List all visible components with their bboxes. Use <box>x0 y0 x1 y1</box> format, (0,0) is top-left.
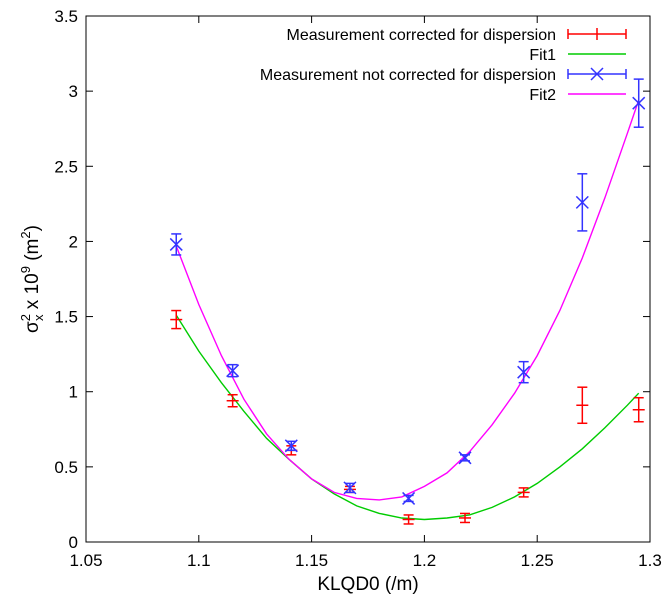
legend-label-fit1: Fit1 <box>529 47 556 64</box>
cross-marker-b <box>284 439 298 453</box>
y-tick-label: 3.5 <box>54 7 78 26</box>
data-point <box>343 481 357 495</box>
fit-line-1 <box>175 314 640 521</box>
x-tick-label: 1.05 <box>69 551 102 570</box>
data-point <box>402 491 416 505</box>
data-point <box>575 173 589 232</box>
axis-ticks <box>85 15 651 543</box>
legend-label-corrected: Measurement corrected for dispersion <box>287 27 556 44</box>
plot-area <box>85 15 651 543</box>
data-point <box>632 78 646 128</box>
legend-marker-not-corrected-b <box>590 67 604 81</box>
data-point <box>226 363 240 378</box>
legend-entry-fit2: Fit2 <box>529 87 626 104</box>
fit-line-3 <box>175 99 640 501</box>
data-point <box>576 386 589 425</box>
x-axis-title: KLQD0 (/m) <box>317 574 418 595</box>
cross-marker-b <box>632 96 646 110</box>
legend-label-not-corrected: Measurement not corrected for dispersion <box>260 67 556 84</box>
data-markers <box>169 78 646 525</box>
y-tick-label: 0.5 <box>54 458 78 477</box>
y-tick-labels: 0 0.5 1 1.5 2 2.5 3 3.5 <box>54 7 78 552</box>
cross-marker-b <box>402 491 416 505</box>
fit-lines <box>175 99 640 521</box>
y-tick-label: 3 <box>69 82 78 101</box>
data-point <box>517 487 530 498</box>
cross-marker-b <box>517 365 531 379</box>
data-point <box>632 396 645 423</box>
y-tick-label: 1.5 <box>54 308 78 327</box>
cross-marker-b <box>575 195 589 209</box>
x-tick-label: 1.3 <box>638 551 662 570</box>
legend-entry-fit1: Fit1 <box>529 47 626 64</box>
y-tick-label: 2 <box>69 232 78 251</box>
legend-entry-not-corrected: Measurement not corrected for dispersion <box>260 67 627 84</box>
cross-marker-b <box>343 481 357 495</box>
legend: Measurement corrected for dispersion Fit… <box>260 27 627 104</box>
data-point <box>169 233 183 256</box>
data-point <box>459 512 472 524</box>
data-point <box>226 393 239 408</box>
data-point <box>517 360 531 384</box>
x-tick-labels: 1.05 1.1 1.15 1.2 1.25 1.3 <box>69 551 661 570</box>
data-point <box>402 514 415 525</box>
legend-entry-corrected: Measurement corrected for dispersion <box>287 27 627 44</box>
y-axis-title: σ2x x 109 (m2) <box>18 225 46 333</box>
data-point <box>458 451 472 465</box>
x-tick-label: 1.1 <box>187 551 211 570</box>
x-tick-label: 1.2 <box>413 551 437 570</box>
y-tick-label: 2.5 <box>54 157 78 176</box>
x-tick-label: 1.15 <box>295 551 328 570</box>
data-point <box>284 439 298 453</box>
y-tick-label: 1 <box>69 383 78 402</box>
data-point <box>170 309 183 330</box>
cross-marker-b <box>169 237 183 251</box>
cross-marker-b <box>458 451 472 465</box>
cross-marker-b <box>226 364 240 378</box>
x-tick-label: 1.25 <box>521 551 554 570</box>
legend-label-fit2: Fit2 <box>529 87 556 104</box>
y-tick-label: 0 <box>69 533 78 552</box>
